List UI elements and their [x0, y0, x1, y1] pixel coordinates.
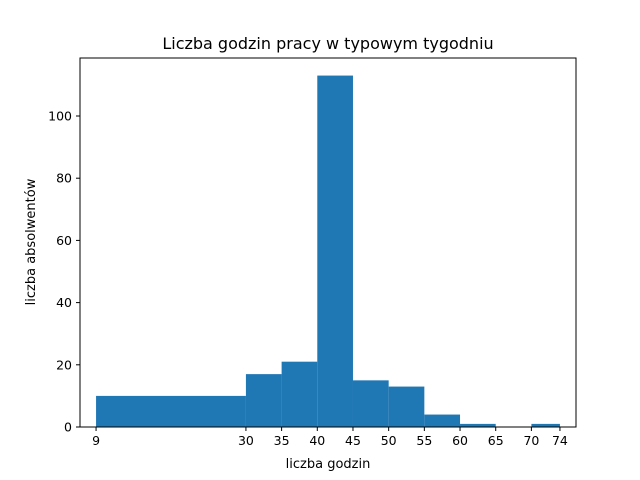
plot-frame	[79, 57, 577, 428]
x-tick-label-30: 30	[238, 433, 254, 448]
y-tick-label-60: 60	[56, 233, 72, 248]
y-axis-ticks: 0 20 40 60 80 100	[48, 109, 80, 435]
histogram-bar-55-60	[424, 414, 461, 427]
histogram-bar-50-55	[388, 386, 425, 427]
x-tick-label-55: 55	[416, 433, 432, 448]
y-tick-label-20: 20	[56, 357, 72, 372]
histogram-bar-60-65	[460, 423, 496, 427]
x-tick-label-74: 74	[552, 433, 568, 448]
x-axis-label: liczba godzin	[286, 457, 371, 472]
x-tick-label-9: 9	[92, 433, 100, 448]
x-tick-label-35: 35	[274, 433, 290, 448]
y-tick-label-0: 0	[64, 420, 72, 435]
x-tick-label-70: 70	[523, 433, 539, 448]
y-tick-label-80: 80	[56, 171, 72, 186]
x-tick-label-60: 60	[452, 433, 468, 448]
y-tick-label-40: 40	[56, 295, 72, 310]
histogram-bar-70-74	[531, 423, 560, 427]
chart-title: Liczba godzin pracy w typowym tygodniu	[162, 34, 493, 53]
histogram-bar-40-45	[317, 75, 353, 428]
x-tick-label-40: 40	[309, 433, 325, 448]
histogram-bar-45-50	[352, 380, 389, 427]
x-tick-label-45: 45	[345, 433, 361, 448]
histogram-bar-35-40	[281, 361, 318, 427]
y-tick-label-100: 100	[48, 109, 72, 124]
bars-group	[96, 75, 560, 428]
histogram-bar-30-35	[245, 374, 282, 427]
y-axis-label: liczba absolwentów	[24, 178, 39, 305]
x-tick-label-65: 65	[488, 433, 504, 448]
x-axis-ticks: 9 30 35 40 45 50 55 60 65 70 74	[92, 427, 568, 448]
histogram-bar-9-30	[96, 395, 246, 427]
x-tick-label-50: 50	[381, 433, 397, 448]
